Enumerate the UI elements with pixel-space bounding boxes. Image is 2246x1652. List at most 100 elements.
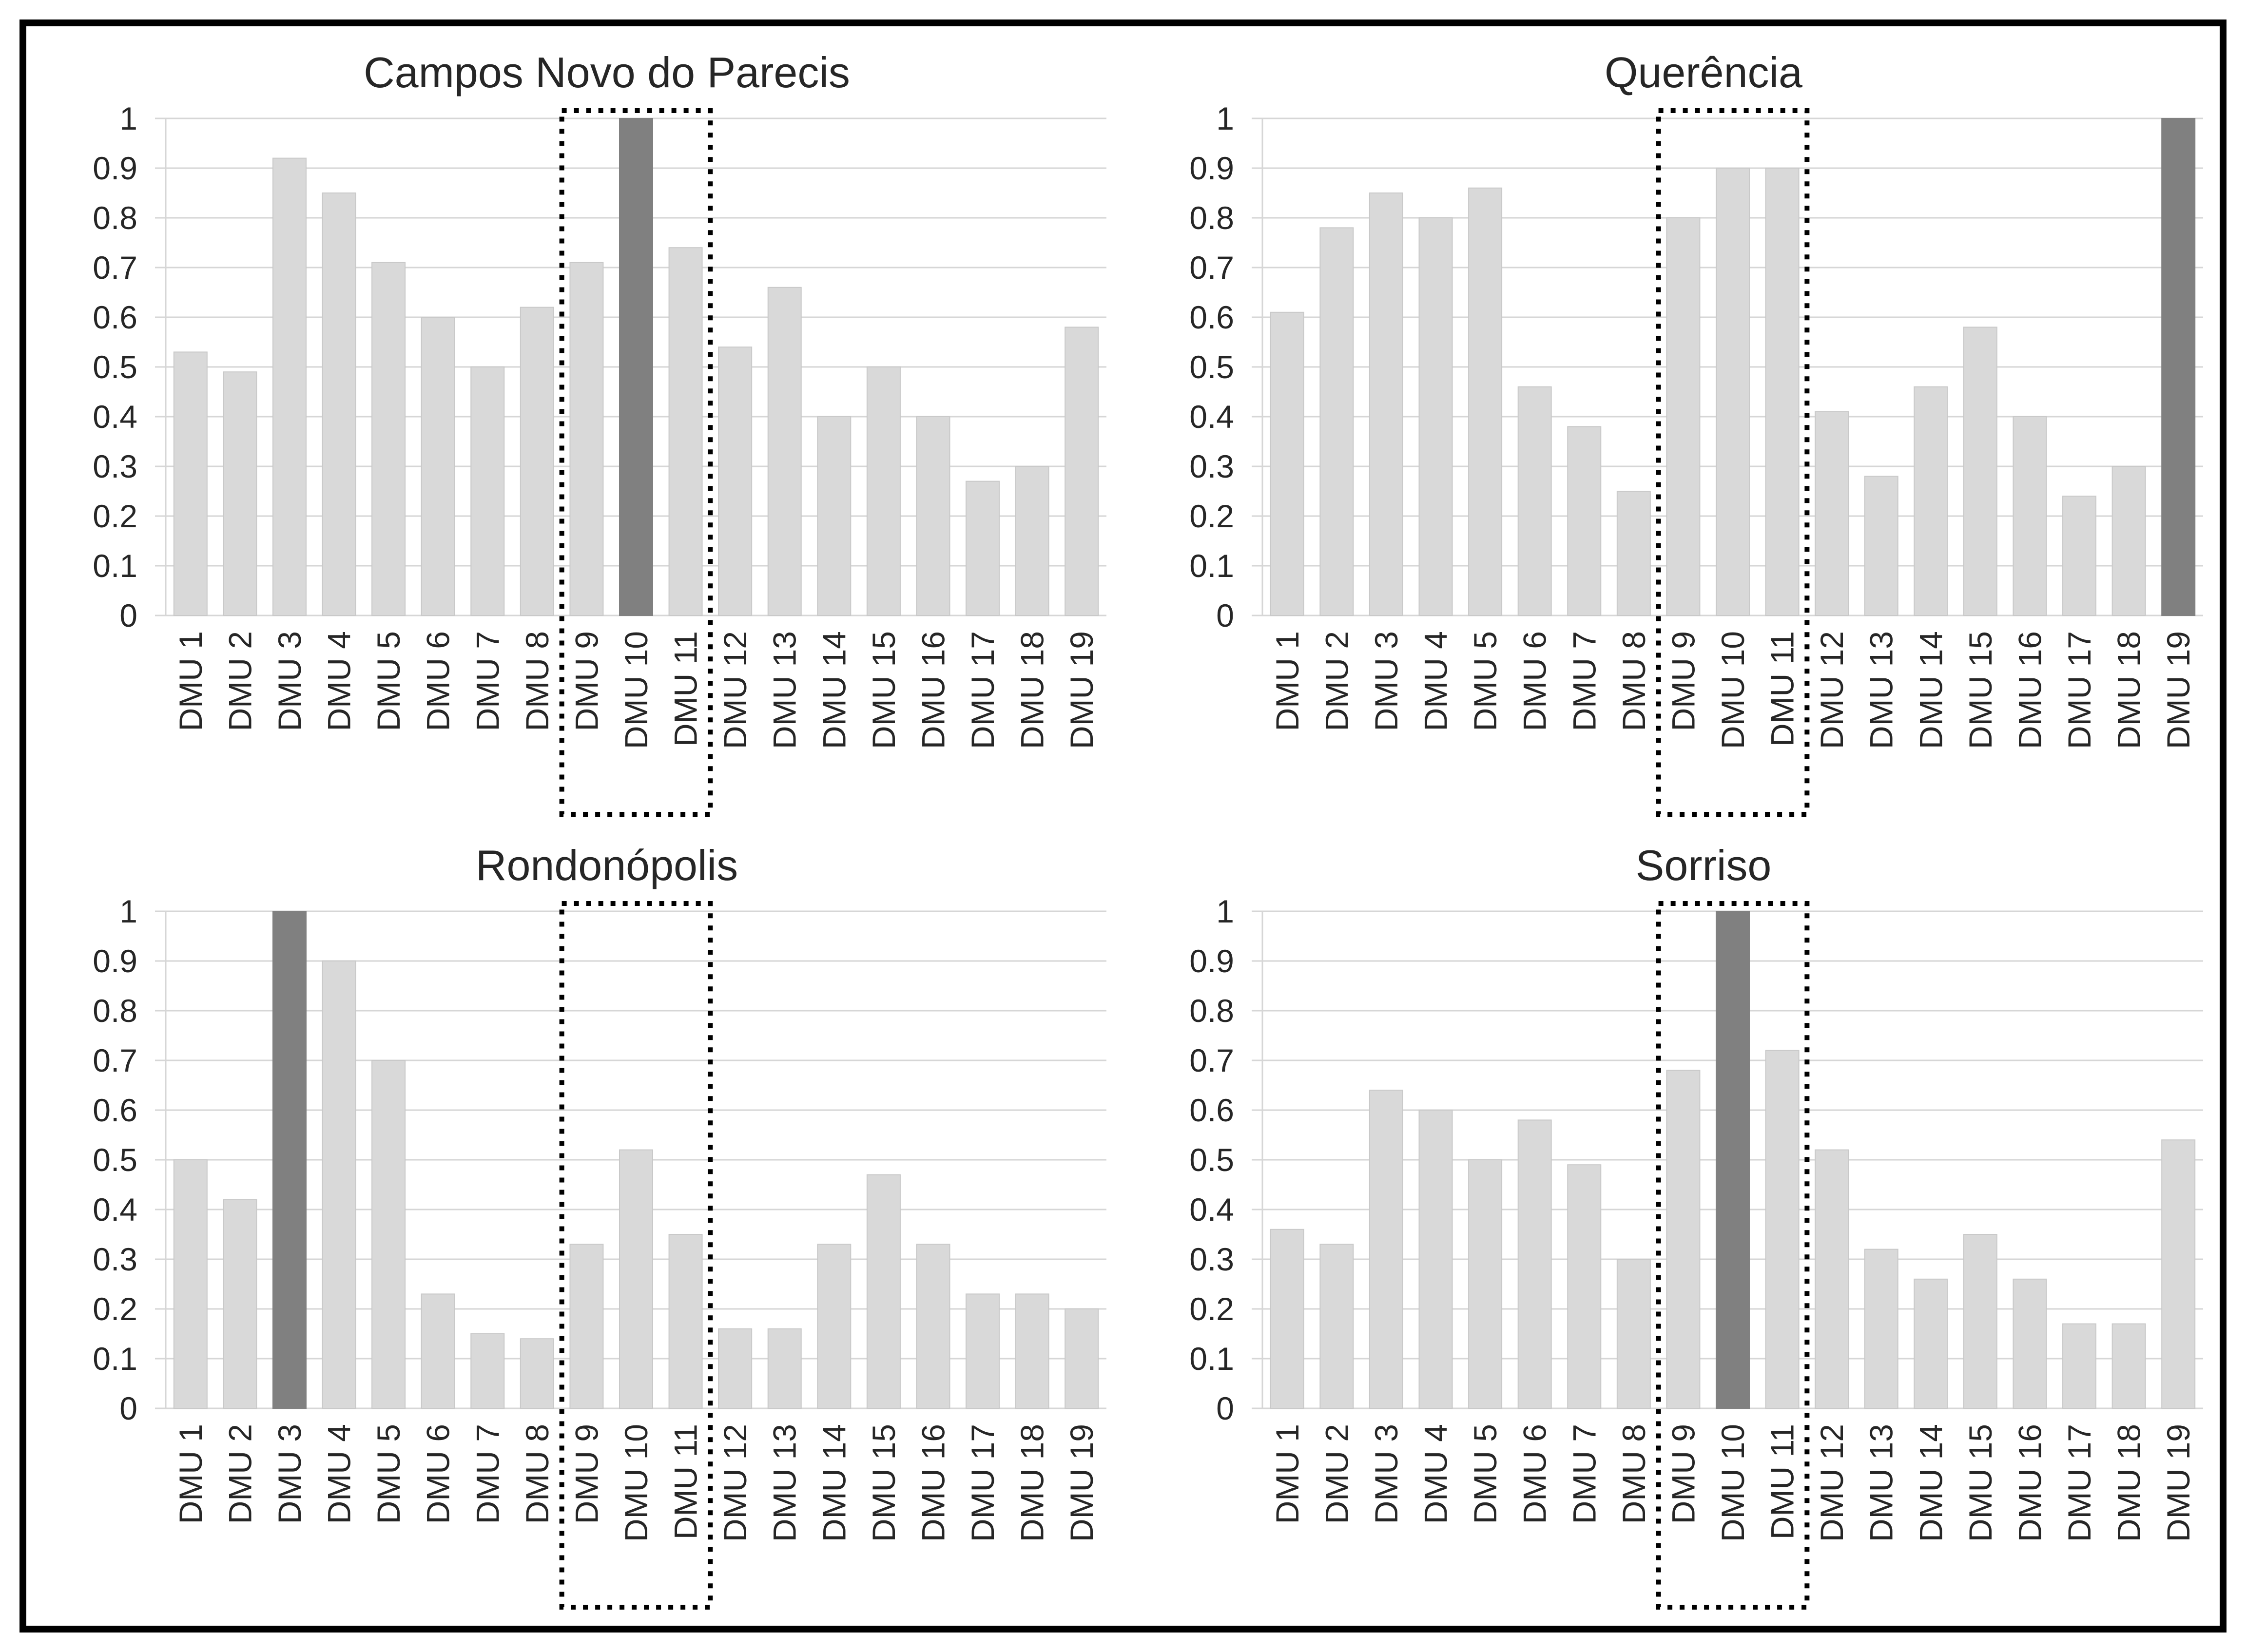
x-label-dmu-8: DMU 8 [1616,631,1652,731]
bar-dmu-4 [322,960,356,1409]
x-label-dmu-7: DMU 7 [1566,1424,1602,1524]
x-label-dmu-5: DMU 5 [370,1424,407,1524]
y-tick-label: 0.5 [1189,349,1234,385]
y-tick-label: 0.8 [1189,200,1234,236]
y-tick-label: 0.7 [93,1042,137,1078]
x-label-dmu-9: DMU 9 [568,631,604,731]
x-label-dmu-17: DMU 17 [965,1424,1001,1542]
bar-dmu-6 [1517,386,1552,616]
x-label-dmu-1: DMU 1 [173,631,209,731]
y-tick-label: 0 [1216,1390,1234,1426]
bar-dmu-9 [569,1244,604,1409]
x-label-dmu-8: DMU 8 [519,631,555,731]
x-label-dmu-19: DMU 19 [2160,1424,2196,1542]
y-tick-label: 0.8 [93,993,137,1029]
bar-dmu-17 [2062,1323,2097,1409]
bar-dmu-19 [1065,327,1099,616]
x-label-dmu-4: DMU 4 [1418,1424,1454,1524]
bar-dmu-3 [272,157,307,616]
bar-dmu-3 [1369,1090,1403,1409]
bar-dmu-11 [668,1234,703,1409]
x-label-dmu-6: DMU 6 [420,1424,456,1524]
x-label-dmu-14: DMU 14 [816,631,852,749]
bar-dmu-12 [718,1328,753,1409]
highlight-bar-dmu-19 [2161,118,2196,616]
bar-dmu-3 [1369,192,1403,616]
bar-dmu-9 [569,262,604,616]
x-label-dmu-2: DMU 2 [1318,631,1355,731]
chart-title-sorriso: Sorriso [1635,841,1772,890]
chart-svg-campos-novo-do-parecis: 0 0.1 0.2 0.3 0.4 0.5 0.6 0.7 0.8 0.9 1 DMU 1 DMU 2 D… [93,100,1106,817]
bar-dmu-10 [1716,168,1750,616]
bar-dmu-7 [470,1333,505,1409]
bar-dmu-12 [718,346,753,616]
x-label-dmu-3: DMU 3 [271,631,308,731]
x-label-dmu-18: DMU 18 [1014,1424,1050,1542]
x-label-dmu-17: DMU 17 [2061,631,2097,749]
x-label-dmu-11: DMU 11 [668,631,704,747]
dotted-highlight-box-dmu-9-to-dmu-11 [1656,901,1810,1610]
bar-dmu-9 [1666,1070,1701,1409]
x-label-dmu-5: DMU 5 [1467,1424,1503,1524]
y-tick-label: 0.5 [1189,1142,1234,1178]
bar-dmu-9 [1666,217,1701,616]
y-tick-label: 1 [119,100,137,136]
x-label-dmu-16: DMU 16 [2012,631,2048,749]
y-tick-label: 0.8 [1189,993,1234,1029]
bar-dmu-5 [1468,1159,1503,1409]
x-label-dmu-1: DMU 1 [1269,631,1305,731]
x-label-dmu-7: DMU 7 [1566,631,1602,731]
x-label-dmu-13: DMU 13 [1863,1424,1899,1542]
y-tick-label: 0.4 [1189,399,1234,435]
x-label-dmu-15: DMU 15 [1962,1424,1998,1542]
x-label-dmu-1: DMU 1 [1269,1424,1305,1524]
bar-chart-campos-novo-do-parecis: 0 0.1 0.2 0.3 0.4 0.5 0.6 0.7 0.8 0.9 1 DMU 1 DMU 2 D… [29,98,1126,834]
chart-svg-rondonópolis: 0 0.1 0.2 0.3 0.4 0.5 0.6 0.7 0.8 0.9 1 DMU 1 DMU 2 D… [93,893,1106,1610]
y-tick-label: 0.1 [1189,548,1234,584]
chart-cell-rondonopolis: Rondonópolis 0 0.1 0.2 0.3 0.4 0.5 0.6 0.7 0.8 0.… [29,834,1126,1627]
bar-dmu-14 [817,1244,852,1409]
x-label-dmu-2: DMU 2 [222,631,258,731]
bar-dmu-17 [966,480,1000,616]
bar-dmu-11 [668,247,703,616]
x-label-dmu-12: DMU 12 [717,1424,753,1542]
y-tick-label: 0.3 [1189,448,1234,484]
x-label-dmu-9: DMU 9 [1665,631,1701,731]
x-label-dmu-18: DMU 18 [1014,631,1050,749]
bar-dmu-19 [2161,1139,2196,1409]
bar-dmu-15 [866,1174,901,1409]
bar-dmu-14 [1914,1279,1948,1409]
y-tick-label: 0.2 [93,498,137,534]
x-label-dmu-17: DMU 17 [965,631,1001,749]
bar-dmu-19 [1065,1308,1099,1409]
x-label-dmu-14: DMU 14 [816,1424,852,1542]
bar-chart-querencia: 0 0.1 0.2 0.3 0.4 0.5 0.6 0.7 0.8 0.9 1 DMU 1 DMU 2 D… [1126,98,2223,834]
bar-dmu-10 [619,1149,653,1409]
bar-dmu-11 [1765,1050,1800,1409]
bar-dmu-14 [817,416,852,616]
y-tick-label: 0.6 [93,1092,137,1128]
x-label-dmu-15: DMU 15 [1962,631,1998,749]
x-label-dmu-10: DMU 10 [1715,1424,1751,1542]
chart-cell-querencia: Querência 0 0.1 0.2 0.3 0.4 0.5 0.6 0.7 0.8 0.9 1 D… [1126,41,2223,834]
bar-dmu-4 [322,192,356,616]
bar-dmu-8 [520,1338,554,1409]
x-label-dmu-16: DMU 16 [915,1424,951,1542]
bar-chart-sorriso: 0 0.1 0.2 0.3 0.4 0.5 0.6 0.7 0.8 0.9 1 DMU 1 DMU 2 D… [1126,891,2223,1627]
bar-dmu-4 [1418,217,1453,616]
x-label-dmu-10: DMU 10 [618,631,654,749]
x-label-dmu-18: DMU 18 [2111,631,2147,749]
x-label-dmu-12: DMU 12 [1814,631,1850,749]
y-tick-label: 0.5 [93,1142,137,1178]
y-tick-label: 0.4 [93,399,137,435]
highlight-bar-dmu-10 [619,118,653,616]
chart-title-querencia: Querência [1604,48,1802,96]
bar-chart-rondonopolis: 0 0.1 0.2 0.3 0.4 0.5 0.6 0.7 0.8 0.9 1 DMU 1 DMU 2 D… [29,891,1126,1627]
dotted-highlight-box-dmu-9-to-dmu-11 [1656,108,1810,817]
bar-dmu-5 [371,262,406,616]
y-tick-label: 0 [119,1390,137,1426]
bar-dmu-1 [173,1159,208,1409]
y-tick-label: 0.3 [1189,1241,1234,1277]
x-label-dmu-4: DMU 4 [1418,631,1454,731]
